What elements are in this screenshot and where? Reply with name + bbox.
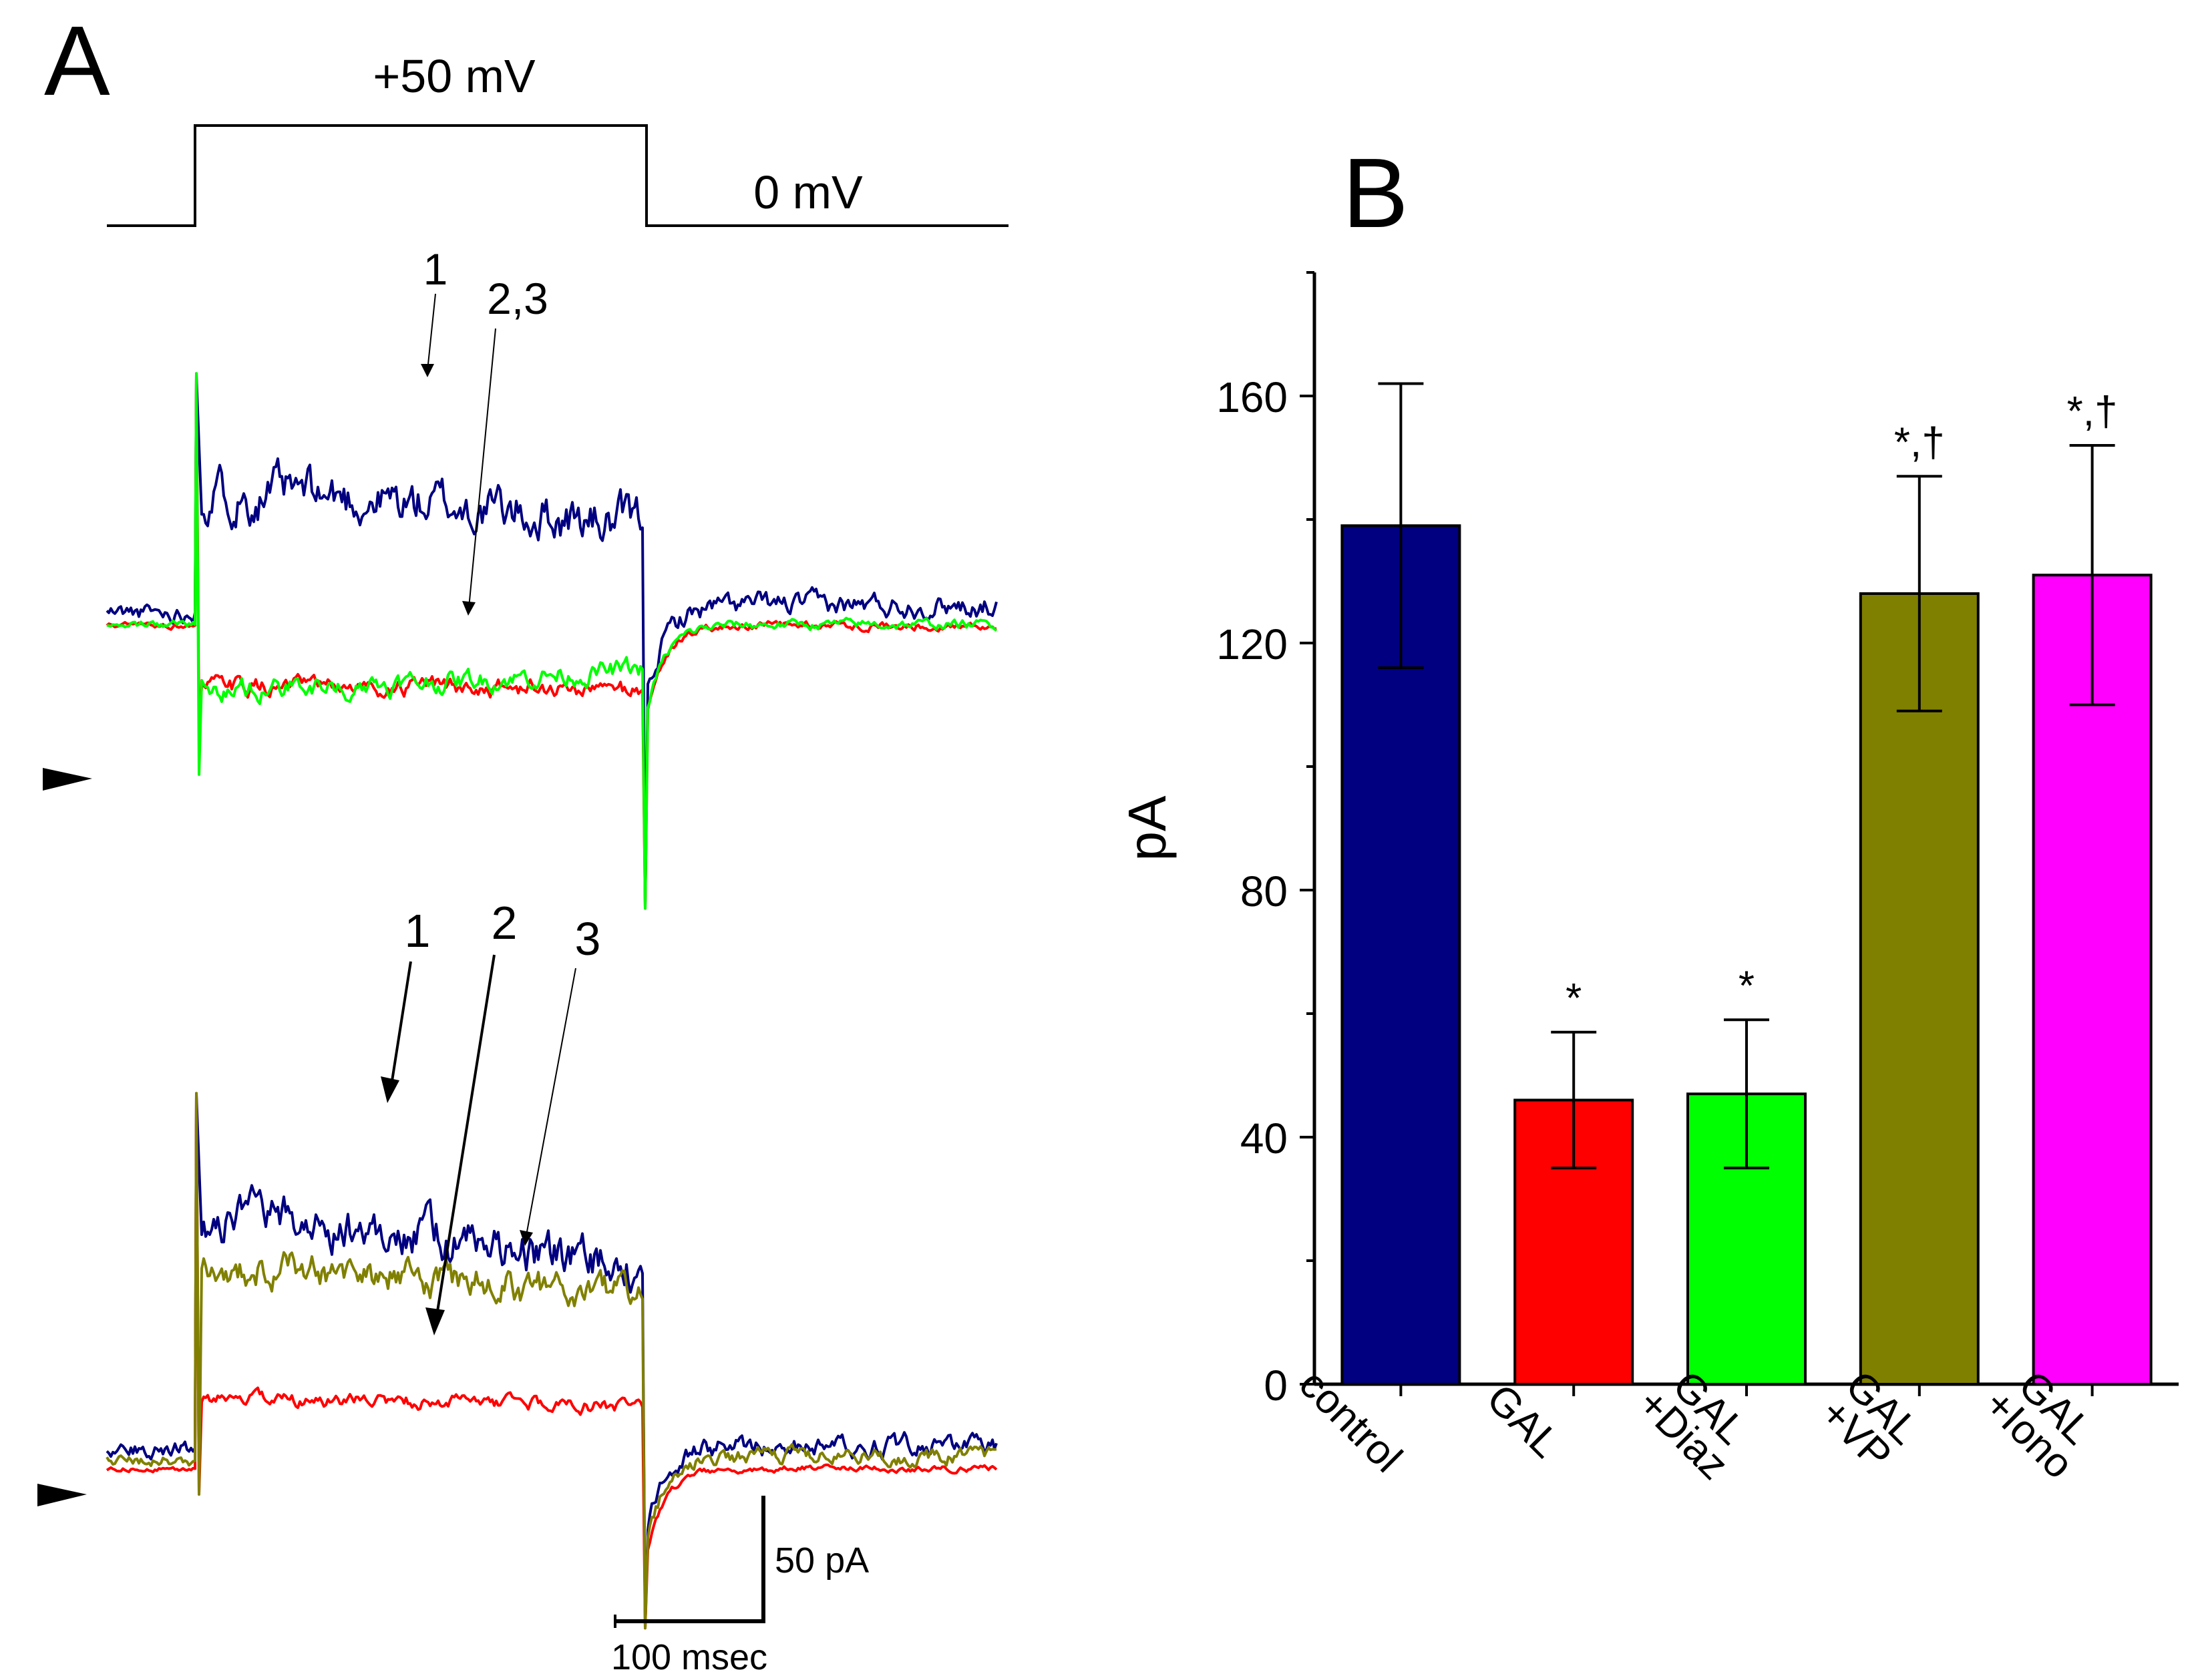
bottom-trace-arrow-1 [390, 961, 412, 1086]
top-trace-arrowhead-23 [462, 601, 476, 616]
bottom-trace-arrowhead-3 [520, 1230, 533, 1246]
current-trace-2 [106, 372, 997, 910]
bottom-trace-label-3: 3 [575, 913, 601, 965]
bar-chart: 04080120160pAcontrol*GAL*GAL+Diaz*,†GAL+… [1117, 271, 2179, 1488]
top-trace-label-1: 1 [423, 244, 448, 294]
panel-b-label: B [1342, 138, 1409, 248]
top-trace-arrow-23 [468, 328, 496, 608]
x-tick-label: GAL [1478, 1376, 1570, 1467]
y-tick-label: 80 [1240, 867, 1288, 915]
y-tick-label: 40 [1240, 1114, 1288, 1163]
bottom-trace-label-1: 1 [405, 905, 431, 957]
bottom-trace-arrow-2 [435, 954, 496, 1316]
current-trace-1 [106, 372, 998, 910]
bottom-trace-arrowhead-2 [425, 1307, 445, 1335]
bottom-trace-arrow-3 [526, 968, 576, 1236]
top-trace-arrow-1 [427, 293, 436, 371]
voltage-step-trace [107, 124, 1009, 227]
panel-a-label: A [44, 6, 110, 116]
y-tick-label: 120 [1216, 620, 1288, 668]
current-trace-3 [106, 1092, 997, 1630]
y-axis-label: pA [1117, 795, 1177, 861]
top-current-traces [106, 372, 998, 910]
current-trace-2 [106, 1092, 998, 1630]
top-trace-label-23: 2,3 [487, 274, 548, 323]
holding-voltage-label: 0 mV [753, 166, 863, 218]
current-trace-3 [106, 372, 998, 910]
bottom-zero-current-marker [37, 1484, 87, 1506]
bottom-trace-label-2: 2 [492, 897, 518, 949]
top-zero-current-marker [43, 768, 92, 791]
significance-marker: *,† [2067, 389, 2118, 435]
top-trace-arrowhead-1 [421, 364, 434, 377]
scale-bar-time-label: 100 msec [611, 1637, 767, 1677]
voltage-step-label: +50 mV [373, 50, 535, 102]
y-tick-label: 0 [1264, 1361, 1288, 1410]
bottom-current-traces [106, 1092, 998, 1630]
significance-marker: *,† [1894, 419, 1945, 465]
bottom-trace-arrowhead-1 [381, 1076, 399, 1103]
y-tick-label: 160 [1216, 373, 1288, 421]
scale-bar-current-label: 50 pA [775, 1540, 869, 1581]
significance-marker: * [1739, 963, 1755, 1009]
significance-marker: * [1566, 976, 1582, 1022]
bar-4 [1859, 592, 1980, 1386]
